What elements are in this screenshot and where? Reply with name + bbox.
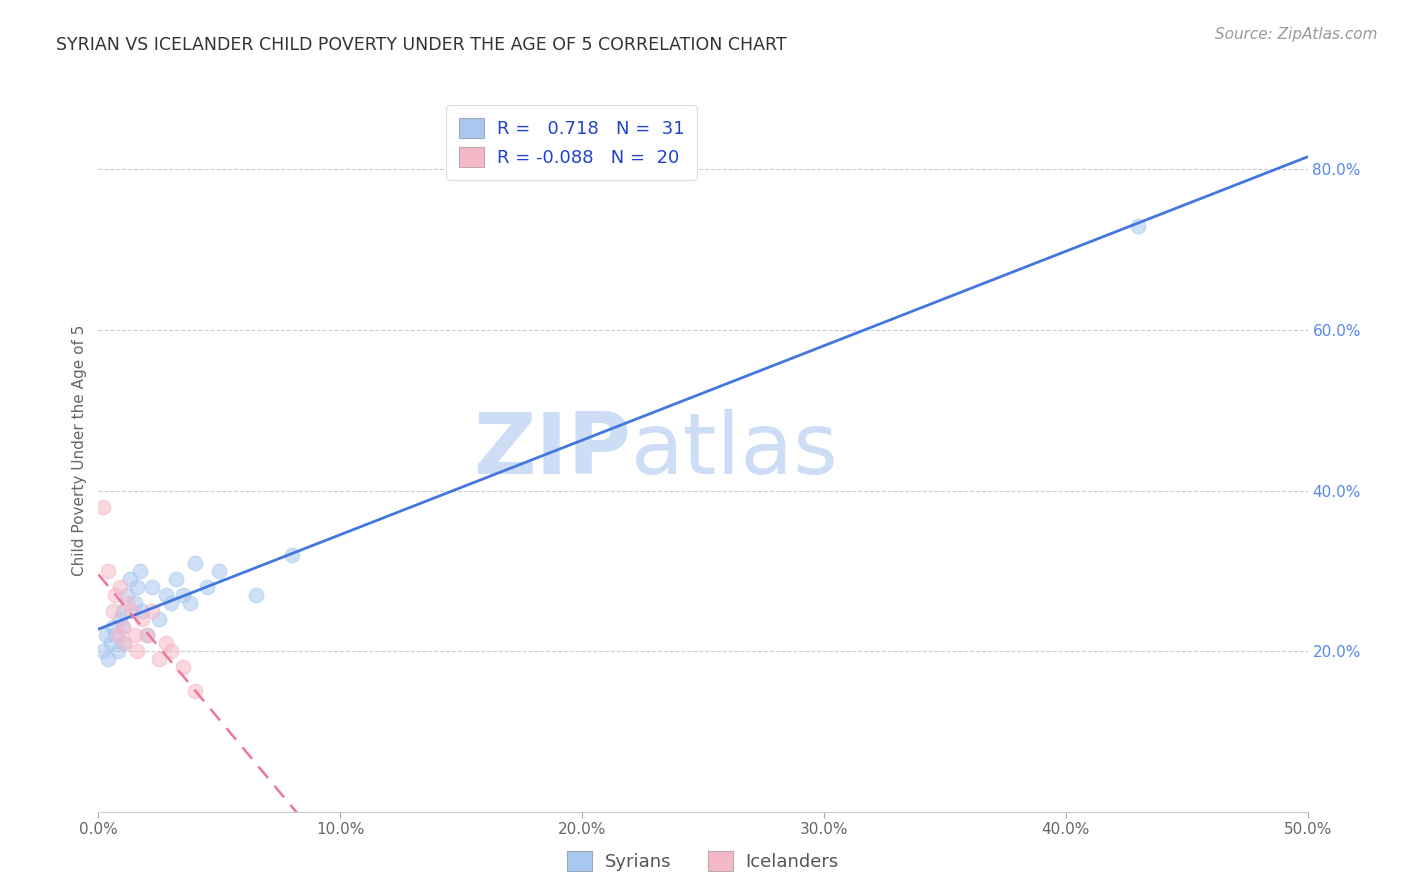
Point	[245, 588, 267, 602]
Point	[97, 564, 120, 578]
Point	[148, 612, 170, 626]
Point	[160, 644, 183, 658]
Point	[160, 596, 183, 610]
Point	[124, 628, 146, 642]
Point	[97, 652, 120, 666]
Point	[111, 636, 134, 650]
Point	[135, 628, 157, 642]
Legend: R =   0.718   N =  31, R = -0.088   N =  20: R = 0.718 N = 31, R = -0.088 N = 20	[446, 105, 697, 179]
Point	[179, 596, 201, 610]
Point	[111, 620, 134, 634]
Point	[111, 620, 134, 634]
Point	[118, 572, 141, 586]
Point	[117, 588, 139, 602]
Point	[141, 604, 163, 618]
Point	[155, 588, 177, 602]
Point	[195, 580, 218, 594]
Point	[111, 604, 134, 618]
Point	[165, 572, 187, 586]
Text: ZIP: ZIP	[472, 409, 630, 492]
Point	[121, 604, 143, 618]
Point	[94, 628, 117, 642]
Text: atlas: atlas	[630, 409, 838, 492]
Legend: Syrians, Icelanders: Syrians, Icelanders	[560, 844, 846, 879]
Point	[107, 644, 129, 658]
Point	[101, 604, 124, 618]
Text: Source: ZipAtlas.com: Source: ZipAtlas.com	[1215, 27, 1378, 42]
Point	[184, 684, 207, 698]
Point	[104, 588, 127, 602]
Point	[208, 564, 231, 578]
Point	[1128, 219, 1150, 233]
Point	[91, 644, 114, 658]
Point	[172, 588, 194, 602]
Point	[141, 580, 163, 594]
Point	[114, 636, 136, 650]
Point	[148, 652, 170, 666]
Point	[101, 620, 124, 634]
Point	[104, 628, 127, 642]
Point	[172, 660, 194, 674]
Point	[108, 612, 131, 626]
Point	[135, 628, 157, 642]
Point	[131, 612, 153, 626]
Point	[124, 596, 146, 610]
Point	[184, 556, 207, 570]
Point	[117, 596, 139, 610]
Y-axis label: Child Poverty Under the Age of 5: Child Poverty Under the Age of 5	[72, 325, 87, 576]
Point	[155, 636, 177, 650]
Point	[107, 628, 129, 642]
Point	[91, 500, 114, 514]
Point	[127, 644, 149, 658]
Point	[131, 604, 153, 618]
Point	[281, 548, 304, 562]
Point	[100, 636, 122, 650]
Point	[127, 580, 149, 594]
Point	[128, 564, 150, 578]
Point	[108, 580, 131, 594]
Text: SYRIAN VS ICELANDER CHILD POVERTY UNDER THE AGE OF 5 CORRELATION CHART: SYRIAN VS ICELANDER CHILD POVERTY UNDER …	[56, 36, 787, 54]
